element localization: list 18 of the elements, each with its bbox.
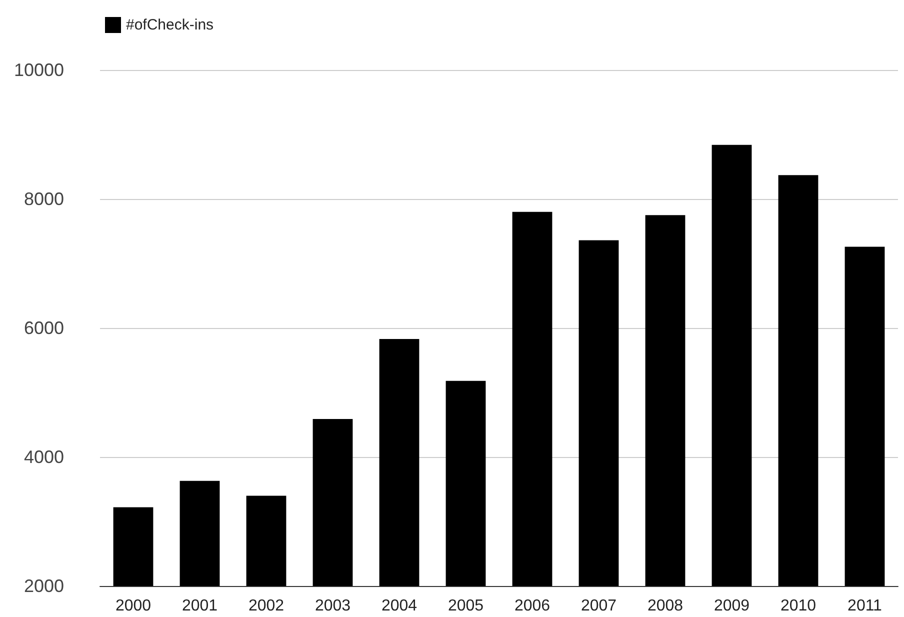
x-tick-label: 2000	[115, 598, 152, 614]
x-tick-label: 2005	[448, 598, 484, 614]
legend-label: #ofCheck-ins	[126, 16, 214, 34]
x-tick-label: 2002	[248, 598, 284, 614]
x-tick-label: 2004	[381, 598, 418, 614]
x-tick-label: 2009	[714, 598, 750, 614]
y-tick-label: 8000	[24, 189, 64, 209]
x-tick-label: 2003	[314, 598, 351, 614]
x-tick-label: 2010	[780, 598, 816, 614]
y-tick-label: 4000	[24, 447, 64, 467]
x-tick-label: 2006	[514, 598, 550, 614]
y-tick-label: 6000	[24, 318, 64, 338]
x-tick-label: 2011	[848, 598, 882, 614]
y-tick-label: 2000	[24, 576, 64, 596]
x-tick-label: 2007	[580, 598, 617, 614]
x-tick-label: 2001	[182, 598, 218, 614]
x-tick-label: 2008	[647, 598, 684, 614]
y-tick-label: 10000	[14, 60, 64, 80]
